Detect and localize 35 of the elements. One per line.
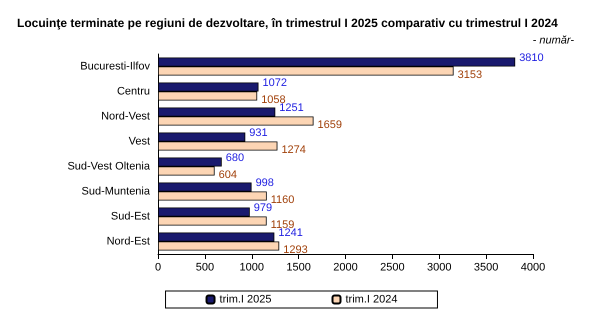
- x-tick-label: 4000: [520, 262, 546, 274]
- y-tick-label: Nord-Vest: [101, 110, 150, 122]
- legend-label: trim.I 2025: [220, 294, 272, 306]
- data-label: 680: [226, 152, 244, 164]
- data-label: 1659: [318, 119, 342, 131]
- x-tick-label: 0: [154, 262, 162, 274]
- data-label: 1072: [262, 77, 287, 89]
- y-tick-label: Vest: [128, 136, 150, 148]
- data-label: 931: [249, 127, 268, 139]
- x-tick-label: 3000: [427, 262, 452, 274]
- data-label: 1241: [278, 227, 303, 239]
- data-label: 1274: [281, 144, 306, 156]
- data-label: 3810: [519, 52, 544, 64]
- x-tick-label: 3500: [474, 262, 498, 274]
- data-label: 604: [218, 169, 237, 181]
- legend-label: trim.I 2024: [346, 294, 398, 306]
- x-tick-label: 500: [196, 262, 214, 274]
- x-tick-label: 1000: [240, 262, 264, 274]
- y-tick-label: Centru: [116, 86, 150, 98]
- data-label: 979: [254, 202, 272, 214]
- y-tick-label: Sud-Vest Oltenia: [67, 160, 151, 172]
- data-label: 1160: [270, 194, 294, 206]
- data-label: 3153: [458, 69, 482, 81]
- data-label: 998: [256, 177, 274, 189]
- chart-subtitle: - număr-: [532, 34, 574, 46]
- y-tick-label: Sud-Muntenia: [82, 186, 151, 198]
- x-tick-label: 1500: [286, 262, 311, 274]
- data-label: 1293: [283, 244, 308, 256]
- data-label: 1251: [279, 102, 304, 114]
- y-tick-label: Sud-Est: [110, 210, 150, 222]
- x-tick-label: 2500: [380, 262, 405, 274]
- y-tick-label: Nord-Est: [106, 236, 150, 248]
- chart-title: Locuinţe terminate pe regiuni de dezvoltare, în trimestrul I 2025 comparativ cu trimestrul I 2024: [17, 16, 558, 30]
- x-tick-label: 2000: [333, 262, 358, 274]
- y-tick-label: Bucuresti-Ilfov: [80, 60, 150, 72]
